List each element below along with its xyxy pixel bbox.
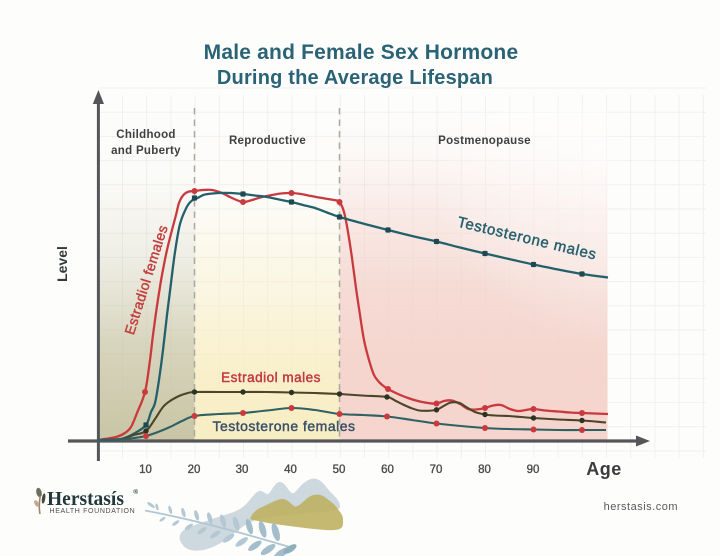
svg-text:60: 60: [381, 464, 394, 476]
svg-text:20: 20: [188, 464, 201, 476]
svg-text:herstasis.com: herstasis.com: [604, 501, 678, 513]
svg-text:and Puberty: and Puberty: [111, 145, 181, 157]
svg-text:Childhood: Childhood: [116, 129, 176, 141]
svg-text:30: 30: [236, 464, 249, 476]
svg-text:Male and Female Sex Hormone: Male and Female Sex Hormone: [204, 41, 519, 64]
svg-text:50: 50: [333, 464, 346, 476]
svg-text:40: 40: [284, 464, 297, 476]
svg-text:10: 10: [139, 464, 152, 476]
svg-text:®: ®: [133, 488, 139, 496]
svg-text:Reproductive: Reproductive: [229, 135, 306, 147]
svg-text:90: 90: [527, 464, 540, 476]
svg-text:80: 80: [478, 464, 491, 476]
svg-text:Estradiol males: Estradiol males: [221, 370, 321, 385]
svg-text:Postmenopause: Postmenopause: [438, 135, 531, 147]
svg-text:Testosterone females: Testosterone females: [212, 418, 355, 434]
svg-text:Age: Age: [586, 459, 622, 479]
svg-text:Herstasís: Herstasís: [47, 489, 124, 510]
svg-text:HEALTH FOUNDATION: HEALTH FOUNDATION: [50, 508, 136, 515]
svg-text:During the Average Lifespan: During the Average Lifespan: [217, 67, 493, 89]
svg-text:70: 70: [430, 464, 443, 476]
svg-text:Level: Level: [54, 246, 70, 282]
